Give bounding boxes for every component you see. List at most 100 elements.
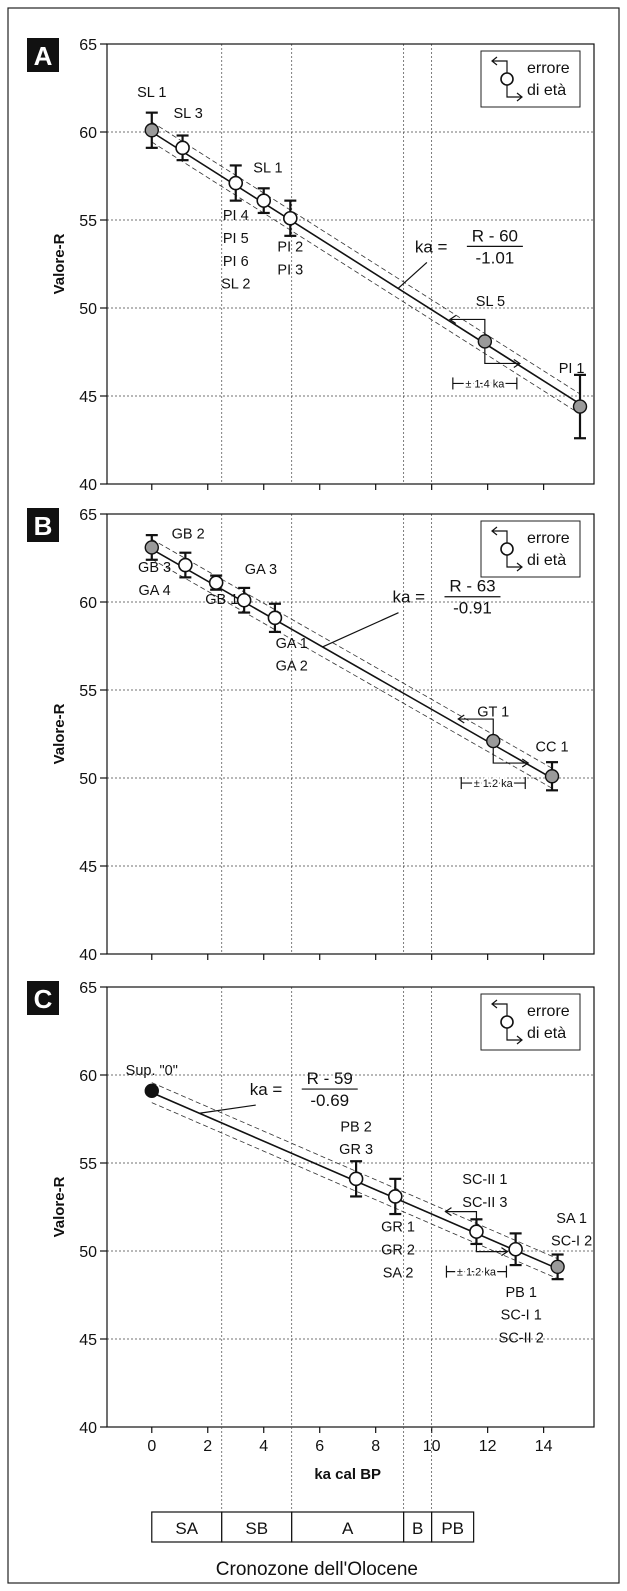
confidence-band-lower [151, 558, 553, 789]
point-label: GA 3 [245, 562, 277, 578]
confidence-band-lower [151, 1102, 558, 1280]
panel-label: B [34, 511, 53, 541]
legend-arrow-left [493, 530, 508, 543]
arrowhead-icon [444, 1207, 452, 1217]
x-tick-label: 0 [147, 1438, 156, 1455]
x-tick-label: 12 [479, 1438, 497, 1455]
y-tick-label: 55 [79, 1156, 97, 1173]
equation-denominator: -0.69 [310, 1091, 349, 1110]
data-point [256, 193, 272, 208]
point-label: GA 1 [276, 636, 308, 652]
point-label: PI 6 [223, 254, 249, 270]
point-label: SC-I 2 [551, 1234, 592, 1250]
y-axis-label: Valore-R [51, 1176, 68, 1237]
equation-lhs: ka = [250, 1080, 283, 1099]
y-tick-label: 45 [79, 389, 97, 406]
data-point [469, 1224, 484, 1239]
data-point [175, 140, 190, 156]
point-label: GT 1 [477, 704, 509, 720]
point-label: SL 1 [253, 160, 282, 176]
point-label: GB 2 [172, 527, 205, 543]
y-tick-label: 50 [79, 771, 97, 788]
y-tick-label: 55 [79, 213, 97, 230]
plot-area-frame [106, 43, 595, 485]
age-error-arrow-left [450, 318, 486, 335]
legend-label-line1: errore [527, 530, 570, 547]
y-tick-label: 45 [79, 859, 97, 876]
equation-numerator: R - 60 [472, 226, 518, 245]
point-label: GA 4 [138, 583, 170, 599]
arrowhead-icon [521, 758, 530, 768]
y-tick-label: 45 [79, 1332, 97, 1349]
x-tick-label: 14 [535, 1438, 553, 1455]
arrowhead-icon [491, 526, 498, 536]
data-point [572, 399, 588, 414]
arrowhead-icon [516, 562, 523, 572]
data-point [144, 1083, 159, 1099]
y-tick-label: 65 [79, 980, 97, 997]
y-tick-label: 50 [79, 301, 97, 318]
equation-numerator: R - 63 [449, 577, 495, 596]
y-axis-label: Valore-R [51, 703, 68, 764]
legend-box [480, 993, 581, 1051]
plot-area-frame [106, 513, 595, 955]
point-label: SA 2 [383, 1265, 414, 1281]
legend-arrow-left [493, 60, 508, 73]
uncertainty-label: ± 1.2 ka [474, 778, 514, 790]
point-label: GR 1 [381, 1220, 415, 1236]
chronozone-cell [291, 1511, 405, 1543]
legend-arrow-right [506, 1028, 521, 1041]
chronozone-bar: SA SB A B PB Cronozone dell'Olocene [151, 1427, 475, 1580]
arrowhead-icon [501, 1247, 509, 1257]
equation-denominator: -1.01 [475, 248, 514, 267]
y-tick-label: 60 [79, 125, 97, 142]
uncertainty-label: ± 1.4 ka [465, 378, 505, 390]
y-tick-label: 40 [79, 1420, 97, 1437]
y-tick-label: 60 [79, 1068, 97, 1085]
legend-label-line1: errore [527, 60, 570, 77]
point-label: SC-II 3 [462, 1195, 507, 1211]
data-point [348, 1171, 364, 1187]
plot-area-frame [106, 986, 595, 1428]
legend-label-line1: errore [527, 1003, 570, 1020]
equation-denominator: -0.91 [453, 599, 492, 618]
panel-label-badge [27, 38, 59, 72]
chronozone-title: Cronozone dell'Olocene [216, 1559, 418, 1580]
point-label: CC 1 [535, 740, 568, 756]
age-error-arrow-left [459, 718, 494, 735]
panel-label-badge [27, 981, 59, 1015]
age-error-arrow-left [446, 1211, 478, 1225]
chronozone-label: B [412, 1519, 423, 1538]
x-tick-label: 2 [203, 1438, 212, 1455]
chronozone-label: SA [175, 1519, 198, 1538]
data-point [267, 610, 283, 626]
point-label: SC-II 1 [462, 1172, 507, 1188]
chart-panel-c: 40 45 50 55 60 65 0 2 4 6 8 10 12 14 ka cal BP Valore-R… [27, 980, 595, 1483]
arrowhead-icon [457, 714, 465, 724]
y-tick-label: 65 [79, 37, 97, 54]
legend-box [480, 520, 581, 578]
uncertainty-label: ± 1.2 ka [457, 1267, 497, 1279]
point-label: SC-I 1 [501, 1308, 542, 1324]
equation-lhs: ka = [392, 588, 425, 607]
age-error-arrow-right [492, 748, 528, 764]
y-tick-label: 40 [79, 947, 97, 964]
arrowhead-icon [516, 92, 523, 102]
legend-arrow-right [506, 555, 521, 568]
chronozone-label: SB [245, 1519, 268, 1538]
y-tick-label: 50 [79, 1244, 97, 1261]
point-label: GB 1 [205, 592, 238, 608]
age-error-arrow-right [475, 1238, 507, 1253]
legend-label-line2: di età [527, 1025, 566, 1042]
confidence-band-lower [151, 141, 581, 415]
x-tick-label: 6 [315, 1438, 324, 1455]
x-tick-label: 4 [259, 1438, 268, 1455]
data-point [236, 592, 252, 608]
legend-label-line2: di età [527, 552, 566, 569]
legend-arrow-right [506, 85, 521, 98]
legend-label-line2: di età [527, 82, 566, 99]
arrowhead-icon [516, 1035, 523, 1045]
chronozone-label: A [342, 1519, 354, 1538]
arrowhead-icon [513, 358, 521, 368]
